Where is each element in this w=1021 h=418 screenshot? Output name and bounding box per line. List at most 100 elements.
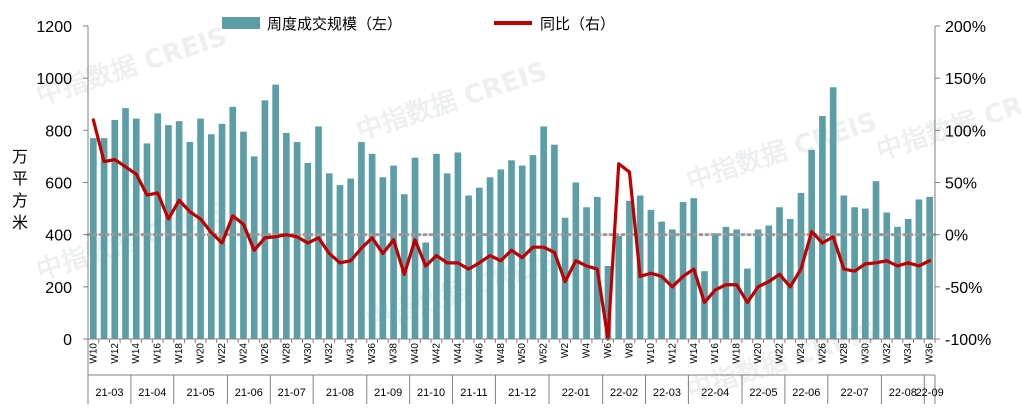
- volume-bar: [379, 177, 387, 339]
- x-week-label: W34: [346, 343, 357, 364]
- x-week-label: W16: [710, 343, 721, 364]
- volume-bar: [658, 221, 665, 340]
- left-tick-label: 800: [45, 123, 72, 140]
- axes-layer: 0 200 400 600 800 1000 1200 -100% -50% 0% 50% 100% 1…: [12, 19, 991, 404]
- volume-bar: [90, 138, 97, 339]
- volume-bar: [304, 162, 312, 339]
- volume-bar: [443, 173, 451, 339]
- volume-bar: [454, 152, 462, 339]
- yoy-line-series: [91, 118, 932, 341]
- x-week-label: W52: [539, 343, 550, 364]
- volume-bar: [540, 126, 547, 339]
- volume-bar: [261, 100, 269, 339]
- volume-bar: [186, 142, 194, 339]
- x-month-label: 22-07: [841, 387, 869, 399]
- x-week-label: W34: [903, 343, 914, 364]
- left-tick-label: 600: [45, 176, 72, 193]
- volume-bar: [143, 143, 151, 340]
- watermark-text: 中指数据 CREIS: [353, 57, 551, 147]
- volume-bar: [722, 226, 730, 339]
- x-week-label: W16: [153, 343, 164, 364]
- volume-bar: [604, 265, 612, 339]
- volume-bar: [551, 144, 558, 339]
- volume-bar: [786, 219, 794, 339]
- x-week-label: W4: [582, 343, 593, 358]
- right-tick-label: 200%: [945, 19, 986, 36]
- right-tick-label: -50%: [945, 280, 982, 297]
- left-tick-label: 1000: [36, 71, 72, 88]
- x-week-label: W28: [281, 343, 292, 364]
- volume-bar: [615, 235, 623, 339]
- volume-bar: [819, 115, 826, 340]
- x-month-label: 22-05: [749, 387, 777, 399]
- x-week-label: W40: [410, 343, 421, 364]
- x-week-label: W6: [603, 343, 614, 358]
- left-tick-label: 200: [45, 280, 72, 297]
- volume-bar: [711, 233, 719, 339]
- x-week-label: W26: [817, 343, 828, 364]
- y-axis-title-char: 米: [12, 213, 28, 232]
- x-week-label: W30: [860, 343, 871, 364]
- legend-bar-swatch: [222, 17, 260, 29]
- volume-bar: [218, 123, 226, 339]
- x-week-label: W20: [753, 343, 764, 364]
- volume-bar: [926, 196, 933, 339]
- x-week-label: W10: [88, 343, 99, 364]
- right-tick-label: 150%: [945, 71, 986, 88]
- volume-bar: [669, 229, 676, 339]
- volume-bar: [754, 229, 762, 339]
- y-axis-title-char: 方: [12, 191, 28, 210]
- x-week-label: W22: [775, 343, 786, 364]
- volume-bar: [904, 219, 912, 339]
- right-tick-label: 100%: [945, 123, 986, 140]
- volume-bar: [175, 121, 183, 339]
- volume-bar: [883, 212, 891, 339]
- volume-bar: [497, 169, 505, 339]
- volume-bar: [154, 113, 162, 339]
- x-week-label: W28: [839, 343, 850, 364]
- volume-bar: [433, 153, 440, 339]
- volume-bar: [851, 207, 858, 339]
- legend: 周度成交规模（左） 同比（右）: [222, 15, 615, 33]
- x-week-label: W18: [732, 343, 743, 364]
- left-tick-label: 1200: [36, 19, 72, 36]
- x-week-label: W8: [624, 343, 635, 358]
- legend-line-label: 同比（右）: [540, 15, 615, 33]
- x-week-label: W26: [260, 343, 271, 364]
- watermark-text: 中指数据 CREIS: [873, 77, 1021, 167]
- volume-bar: [122, 108, 129, 339]
- volume-bar: [626, 200, 633, 339]
- volume-bar: [486, 177, 494, 339]
- left-tick-label: 0: [63, 332, 72, 349]
- volume-bar: [229, 106, 237, 339]
- volume-bar: [679, 202, 687, 339]
- x-month-label: 21-12: [508, 387, 536, 399]
- x-month-label: 22-01: [562, 387, 590, 399]
- x-week-label: W10: [646, 343, 657, 364]
- x-month-label: 22-06: [792, 387, 820, 399]
- volume-bar: [400, 194, 408, 339]
- x-month-label: 21-05: [187, 387, 215, 399]
- volume-bar: [165, 125, 172, 340]
- x-month-label: 21-06: [235, 387, 263, 399]
- x-month-label: 21-03: [95, 387, 123, 399]
- x-month-label: 22-02: [610, 387, 638, 399]
- x-week-label: W22: [217, 343, 228, 364]
- right-tick-label: -100%: [945, 332, 991, 349]
- x-week-label: W30: [303, 343, 314, 364]
- volume-bar: [411, 157, 419, 339]
- volume-bar: [808, 149, 816, 339]
- y-axis-title-char: 万: [12, 147, 28, 166]
- y-axis-title-char: 平: [12, 169, 28, 188]
- volume-bar: [422, 242, 430, 339]
- volume-bar: [293, 142, 301, 339]
- x-week-label: W24: [796, 343, 807, 364]
- volume-bar: [583, 207, 590, 339]
- x-week-label: W14: [131, 343, 142, 364]
- x-week-label: W20: [196, 343, 207, 364]
- x-week-label: W32: [882, 343, 893, 364]
- left-tick-label: 400: [45, 228, 72, 245]
- volume-bar: [111, 119, 119, 340]
- x-month-label: 21-09: [374, 387, 402, 399]
